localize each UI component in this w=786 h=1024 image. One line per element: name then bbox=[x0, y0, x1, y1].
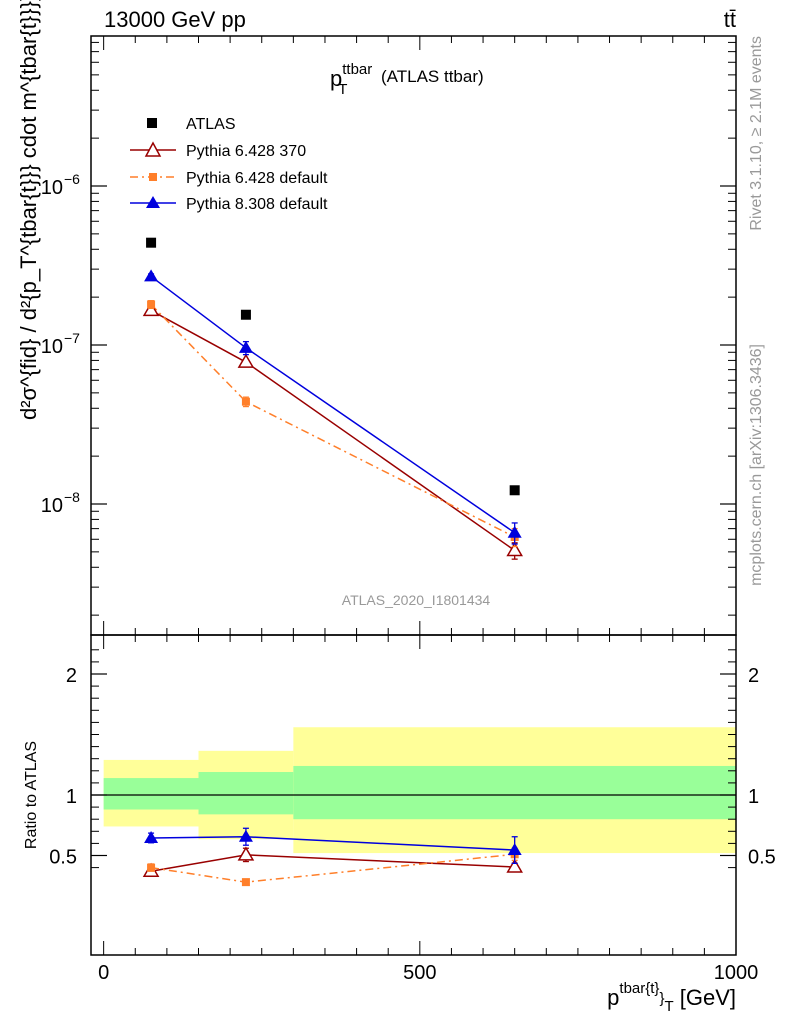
header-left: 13000 GeV pp bbox=[104, 7, 246, 32]
ratio-point bbox=[237, 846, 255, 861]
ratio-point bbox=[241, 878, 250, 887]
y-tick-label: 10 bbox=[41, 336, 63, 358]
ratio-y-axis-label: Ratio to ATLAS bbox=[23, 741, 40, 849]
x-tick-label: 500 bbox=[403, 962, 436, 984]
legend-marker-atlas bbox=[147, 118, 157, 128]
plot-title-suffix: (ATLAS ttbar) bbox=[381, 67, 484, 86]
legend-label-py6-default: Pythia 6.428 default bbox=[186, 170, 328, 187]
main-series-lines bbox=[150, 275, 516, 552]
data-point bbox=[506, 542, 523, 557]
series-line-3 bbox=[150, 275, 516, 534]
series-line-2 bbox=[150, 303, 516, 538]
y-tick-exp: −8 bbox=[64, 489, 80, 505]
ratio-y-tick-label-right: 2 bbox=[748, 665, 759, 687]
y-tick-label: 10 bbox=[41, 177, 63, 199]
band-inner bbox=[198, 772, 294, 815]
ratio-point bbox=[507, 843, 522, 856]
mcplots-label: mcplots.cern.ch [arXiv:1306.3436] bbox=[748, 344, 765, 586]
main-plot-panel: 10−810−710−6 pttbar T (ATLAS ttbar) ATLAS… bbox=[16, 0, 737, 636]
data-point bbox=[240, 309, 251, 320]
main-series-markers bbox=[142, 237, 523, 560]
ratio-y-tick-label: 2 bbox=[66, 665, 77, 687]
x-axis-label: ptbar{t}}T [GeV] bbox=[607, 980, 736, 1015]
data-point bbox=[509, 485, 520, 496]
main-y-axis-label: d²σ^{fid} / d²{p_T^{tbar{t}}} cdot m^{tb… bbox=[16, 0, 41, 420]
legend-label-atlas: ATLAS bbox=[186, 116, 236, 133]
y-tick-exp: −6 bbox=[64, 171, 80, 187]
data-point bbox=[238, 340, 253, 353]
data-point bbox=[146, 237, 157, 248]
plot-title: pttbar T bbox=[330, 61, 372, 98]
legend-marker-py8-default bbox=[146, 196, 160, 208]
data-point bbox=[142, 301, 160, 317]
data-point bbox=[237, 353, 255, 368]
main-axis-ticks: 10−810−710−6 bbox=[41, 36, 737, 635]
x-tick-label: 1000 bbox=[714, 962, 759, 984]
legend-marker-py6-370 bbox=[144, 141, 162, 157]
ratio-plot-panel: 0.5 0.5 1 1 2 2 0 500 1000 Ratio to ATLAS ptbar{… bbox=[23, 634, 776, 1015]
y-tick-exp: −7 bbox=[64, 330, 80, 346]
legend-marker-py6-default bbox=[149, 173, 157, 181]
series-line-1 bbox=[150, 309, 516, 552]
ratio-point bbox=[144, 830, 159, 843]
y-tick-label: 10 bbox=[41, 495, 63, 517]
ratio-y-tick-label-right: 0.5 bbox=[748, 847, 776, 869]
header-right: tt̄ bbox=[724, 7, 736, 32]
data-point bbox=[241, 397, 250, 406]
ratio-y-tick-label-right: 1 bbox=[748, 786, 759, 808]
analysis-watermark: ATLAS_2020_I1801434 bbox=[342, 592, 491, 608]
x-tick-label: 0 bbox=[98, 962, 109, 984]
data-point bbox=[507, 525, 522, 538]
data-point bbox=[144, 269, 159, 282]
ratio-line-0 bbox=[150, 854, 515, 872]
ratio-point bbox=[147, 863, 156, 872]
ratio-y-tick-label: 1 bbox=[66, 786, 77, 808]
ratio-point bbox=[238, 829, 253, 842]
ratio-axis-ticks: 0.5 0.5 1 1 2 2 0 500 1000 bbox=[49, 635, 776, 984]
band-inner bbox=[293, 765, 736, 820]
svg-text:d²σ^{fid} / d²{p_T^{tbar{t}}}: d²σ^{fid} / d²{p_T^{tbar{t}}} cdot m^{tb… bbox=[16, 0, 41, 420]
ratio-point bbox=[506, 858, 523, 873]
rivet-label: Rivet 3.1.10, ≥ 2.1M events bbox=[748, 36, 765, 231]
band-inner bbox=[103, 778, 199, 810]
legend: ATLAS Pythia 6.428 370 Pythia 6.428 defa… bbox=[130, 116, 328, 213]
ratio-series-markers bbox=[142, 827, 523, 887]
legend-label-py8-default: Pythia 8.308 default bbox=[186, 196, 328, 213]
data-point bbox=[147, 300, 156, 309]
ratio-frame bbox=[90, 634, 737, 956]
ratio-uncertainty-bands bbox=[103, 727, 736, 854]
legend-label-py6-370: Pythia 6.428 370 bbox=[186, 143, 306, 160]
ratio-y-tick-label: 0.5 bbox=[49, 847, 77, 869]
